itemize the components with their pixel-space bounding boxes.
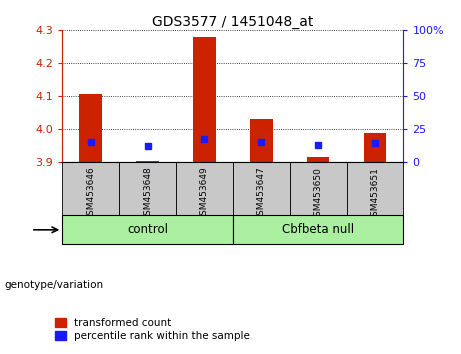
Bar — [62, 215, 233, 244]
Legend: transformed count, percentile rank within the sample: transformed count, percentile rank withi… — [51, 314, 254, 345]
Text: control: control — [127, 223, 168, 236]
Text: GSM453649: GSM453649 — [200, 167, 209, 222]
Bar — [176, 162, 233, 215]
Bar — [307, 157, 330, 162]
Text: GSM453647: GSM453647 — [257, 167, 266, 222]
Bar — [136, 161, 159, 162]
Bar — [79, 94, 102, 162]
Bar — [193, 38, 216, 162]
Bar — [119, 162, 176, 215]
Bar — [62, 162, 119, 215]
Bar — [290, 162, 347, 215]
Bar — [364, 133, 386, 162]
Bar — [250, 119, 272, 162]
Text: GSM453646: GSM453646 — [86, 167, 95, 222]
Bar — [347, 162, 403, 215]
Text: GSM453648: GSM453648 — [143, 167, 152, 222]
Bar — [233, 162, 290, 215]
Text: GSM453651: GSM453651 — [371, 167, 379, 222]
Title: GDS3577 / 1451048_at: GDS3577 / 1451048_at — [152, 15, 313, 29]
Bar — [233, 215, 403, 244]
Text: Cbfbeta null: Cbfbeta null — [282, 223, 354, 236]
Text: genotype/variation: genotype/variation — [5, 280, 104, 290]
Text: GSM453650: GSM453650 — [313, 167, 323, 222]
